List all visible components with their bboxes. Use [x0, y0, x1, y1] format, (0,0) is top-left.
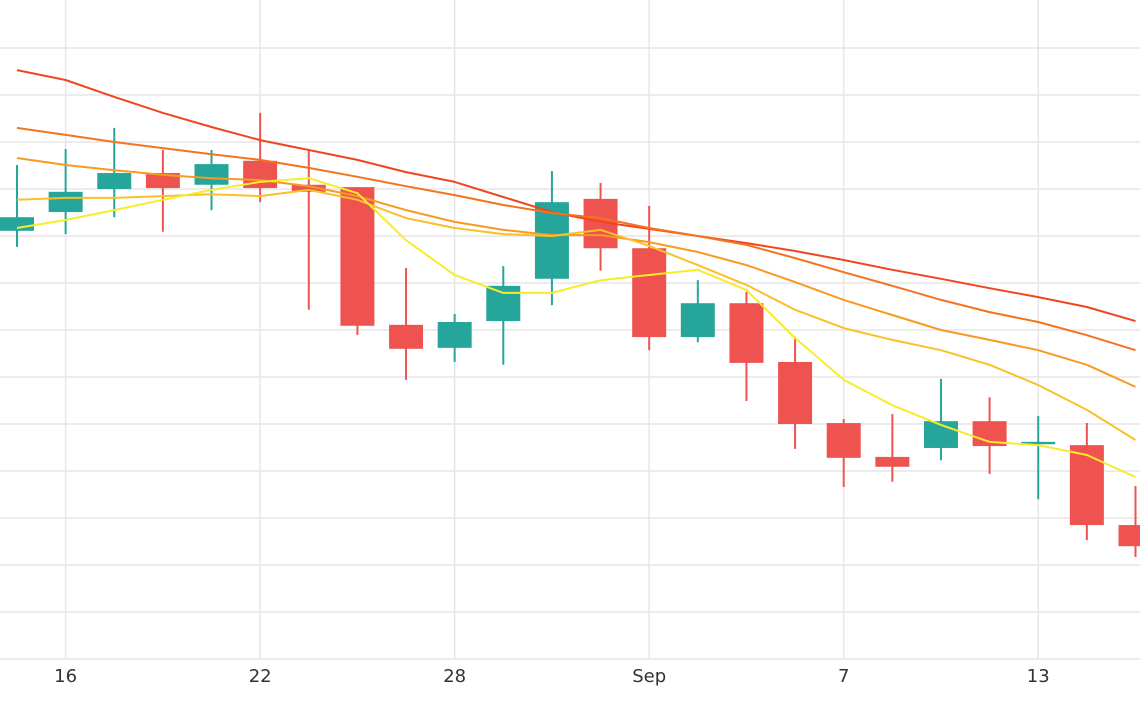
candle-body	[437, 322, 472, 348]
candle-body	[389, 324, 424, 349]
moving-average-line	[16, 177, 1136, 479]
candle-body	[0, 217, 34, 231]
x-tick-label: Sep	[632, 666, 666, 687]
x-tick-label: 16	[54, 666, 77, 687]
candle-body	[48, 191, 83, 213]
x-tick-label: 13	[1027, 666, 1050, 687]
candle-body	[194, 164, 229, 185]
candle-body	[875, 456, 910, 467]
candle-body	[1118, 525, 1140, 547]
moving-average-line	[16, 188, 1137, 441]
candle-body	[486, 285, 521, 322]
x-tick-label: 7	[838, 666, 849, 687]
grid	[0, 0, 1140, 660]
candle-body	[680, 303, 715, 338]
candle-body	[1021, 441, 1056, 445]
moving-average-line	[16, 69, 1136, 323]
candles	[0, 112, 1140, 558]
x-tick-label: 28	[443, 666, 466, 687]
candle-body	[145, 173, 180, 189]
candle-body	[340, 187, 375, 326]
moving-average-line	[16, 157, 1136, 388]
x-tick-label: 22	[249, 666, 272, 687]
candle-body	[1069, 445, 1104, 526]
candle-body	[778, 361, 813, 424]
candle-body	[632, 248, 667, 338]
candle-body	[729, 303, 764, 363]
candle-body	[826, 423, 861, 458]
moving-average-line	[16, 126, 1136, 352]
candle-body	[291, 184, 326, 192]
moving-averages	[16, 69, 1137, 479]
candle-body	[97, 173, 132, 189]
